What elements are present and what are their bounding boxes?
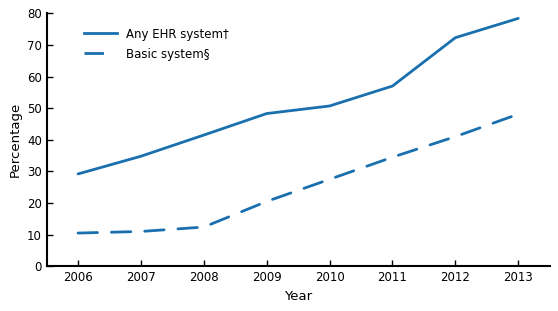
X-axis label: Year: Year bbox=[284, 290, 312, 303]
Y-axis label: Percentage: Percentage bbox=[8, 102, 21, 177]
Legend: Any EHR system†, Basic system§: Any EHR system†, Basic system§ bbox=[78, 22, 235, 67]
